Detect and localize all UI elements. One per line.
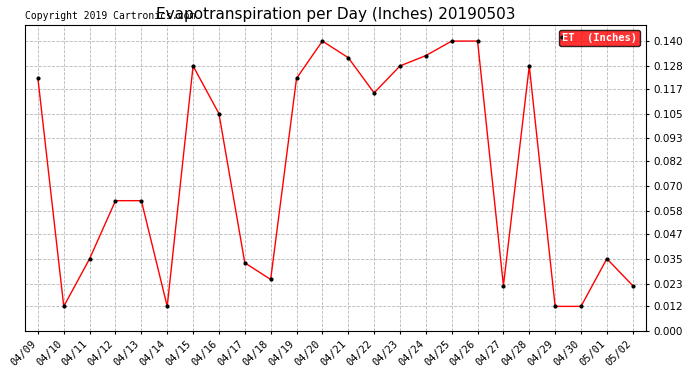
ET  (Inches) (473, 39, 482, 44)
ET  (Inches) (551, 304, 560, 309)
ET  (Inches) (344, 56, 353, 60)
ET  (Inches) (163, 304, 171, 309)
ET  (Inches) (318, 39, 326, 44)
ET  (Inches) (603, 256, 611, 261)
ET  (Inches) (448, 39, 456, 44)
ET  (Inches) (293, 76, 301, 81)
ET  (Inches) (189, 64, 197, 68)
ET  (Inches) (266, 277, 275, 282)
ET  (Inches) (422, 53, 430, 58)
ET  (Inches) (396, 64, 404, 68)
ET  (Inches) (137, 198, 146, 203)
ET  (Inches) (215, 111, 223, 116)
ET  (Inches) (629, 284, 637, 288)
ET  (Inches) (86, 256, 94, 261)
ET  (Inches) (500, 284, 508, 288)
ET  (Inches) (241, 261, 249, 265)
Text: Copyright 2019 Cartronics.com: Copyright 2019 Cartronics.com (25, 11, 195, 21)
Line: ET  (Inches): ET (Inches) (35, 38, 635, 309)
Legend: ET  (Inches): ET (Inches) (559, 30, 640, 46)
ET  (Inches) (59, 304, 68, 309)
ET  (Inches) (370, 91, 378, 95)
ET  (Inches) (577, 304, 585, 309)
ET  (Inches) (111, 198, 119, 203)
ET  (Inches) (525, 64, 533, 68)
Title: Evapotranspiration per Day (Inches) 20190503: Evapotranspiration per Day (Inches) 2019… (155, 7, 515, 22)
ET  (Inches) (34, 76, 42, 81)
